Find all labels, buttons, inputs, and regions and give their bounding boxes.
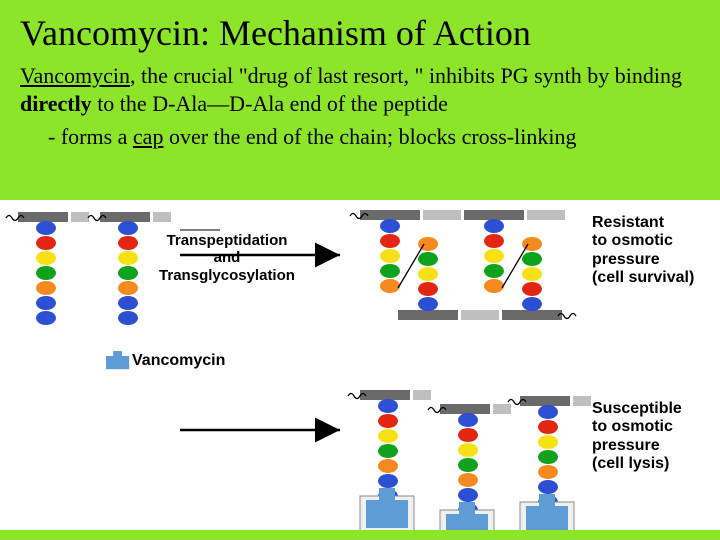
label-resist: Resistant to osmotic pressure (cell surv… <box>592 214 694 288</box>
label-resist2: to osmotic <box>592 232 694 250</box>
p1-h: -Ala end of the peptide <box>245 91 448 116</box>
label-vanco: Vancomycin <box>132 352 225 370</box>
paragraph-1: Vancomycin, the crucial "drug of last re… <box>0 58 720 119</box>
paragraph-2: - forms a cap over the end of the chain;… <box>0 119 720 153</box>
p1-vanco: Vancomycin <box>20 63 130 88</box>
diagram-area: Transpeptidation and Transglycosylation … <box>0 200 720 530</box>
label-resist3: pressure <box>592 251 694 269</box>
capped-1 <box>348 390 431 530</box>
label-susc3: pressure <box>592 437 682 455</box>
p1-b: , the crucial "drug of last resort, " in… <box>130 63 682 88</box>
capped-3 <box>508 396 591 530</box>
label-susc2: to osmotic <box>592 418 682 436</box>
label-trans1: Transpeptidation <box>142 232 312 249</box>
label-susc4: (cell lysis) <box>592 455 682 473</box>
precursor-left-1 <box>6 212 89 325</box>
p2-a: - forms a <box>48 124 133 149</box>
p1-g: D <box>229 91 245 116</box>
label-resist4: (cell survival) <box>592 269 694 287</box>
p1-d: to the <box>92 91 153 116</box>
vanco-small-cap <box>106 351 129 369</box>
crosslinked-wall <box>350 210 576 320</box>
p2-c: over the end of the chain; blocks cross-… <box>163 124 576 149</box>
p2-cap: cap <box>133 124 164 149</box>
label-trans3: Transglycosylation <box>142 267 312 284</box>
label-trans2: and <box>142 249 312 266</box>
p1-f: -Ala— <box>168 91 229 116</box>
label-trans: Transpeptidation and Transglycosylation <box>142 232 312 284</box>
capped-2 <box>428 404 511 530</box>
p1-directly: directly <box>20 91 92 116</box>
slide-title: Vancomycin: Mechanism of Action <box>0 0 720 58</box>
label-susc1: Susceptible <box>592 400 682 418</box>
label-resist1: Resistant <box>592 214 694 232</box>
p1-e: D <box>152 91 168 116</box>
label-susc: Susceptible to osmotic pressure (cell ly… <box>592 400 682 474</box>
